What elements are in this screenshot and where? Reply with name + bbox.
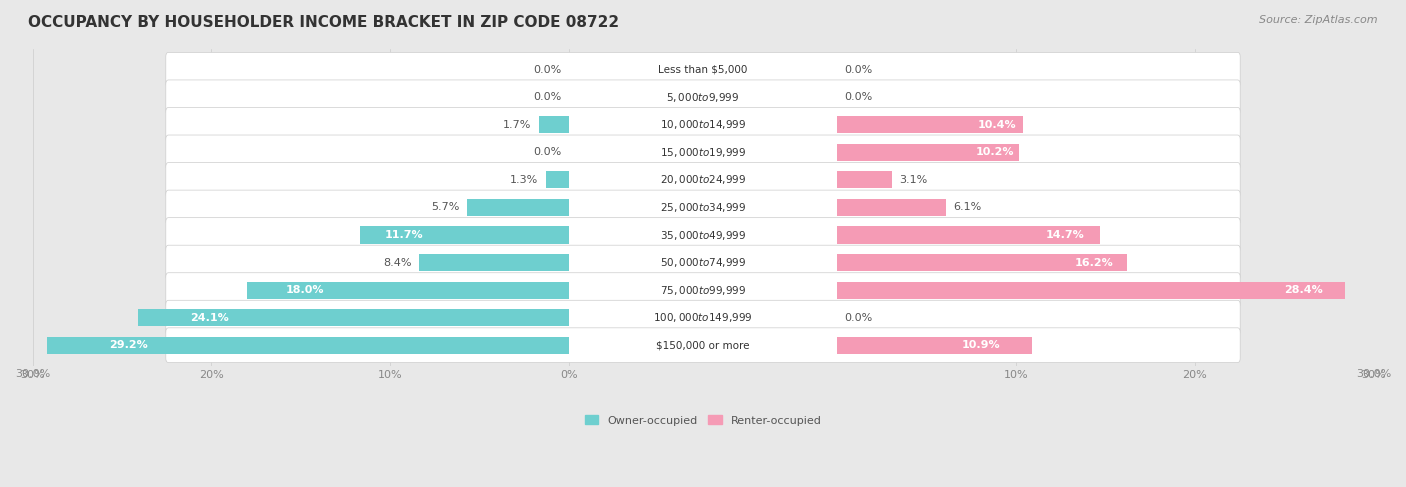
FancyBboxPatch shape	[166, 80, 1240, 114]
Text: $100,000 to $149,999: $100,000 to $149,999	[654, 311, 752, 324]
FancyBboxPatch shape	[166, 53, 1240, 87]
Text: 3.1%: 3.1%	[900, 175, 928, 185]
Text: $150,000 or more: $150,000 or more	[657, 340, 749, 350]
Text: 0.0%: 0.0%	[844, 313, 873, 322]
Text: 30.0%: 30.0%	[15, 370, 51, 379]
Text: $75,000 to $99,999: $75,000 to $99,999	[659, 283, 747, 297]
Text: 10.9%: 10.9%	[962, 340, 1001, 350]
Bar	[419, 254, 569, 271]
Text: 14.7%: 14.7%	[1045, 230, 1084, 240]
Text: 5.7%: 5.7%	[432, 203, 460, 212]
Text: 1.7%: 1.7%	[503, 120, 531, 130]
Bar	[46, 337, 569, 354]
Bar	[467, 199, 569, 216]
Text: 0.0%: 0.0%	[533, 93, 562, 102]
FancyBboxPatch shape	[166, 273, 1240, 307]
Bar	[837, 254, 1126, 271]
Text: $35,000 to $49,999: $35,000 to $49,999	[659, 228, 747, 242]
Text: 0.0%: 0.0%	[533, 65, 562, 75]
Bar	[546, 171, 569, 188]
FancyBboxPatch shape	[166, 108, 1240, 142]
Text: 0.0%: 0.0%	[533, 148, 562, 157]
FancyBboxPatch shape	[166, 245, 1240, 280]
FancyBboxPatch shape	[166, 190, 1240, 225]
FancyBboxPatch shape	[166, 135, 1240, 170]
Text: $50,000 to $74,999: $50,000 to $74,999	[659, 256, 747, 269]
Text: Less than $5,000: Less than $5,000	[658, 65, 748, 75]
Bar	[837, 116, 1024, 133]
Bar	[837, 199, 946, 216]
Text: 0.0%: 0.0%	[844, 93, 873, 102]
FancyBboxPatch shape	[166, 163, 1240, 197]
Text: 8.4%: 8.4%	[382, 258, 412, 267]
Text: 11.7%: 11.7%	[385, 230, 423, 240]
Text: 30.0%: 30.0%	[1355, 370, 1391, 379]
Bar	[837, 281, 1344, 299]
Legend: Owner-occupied, Renter-occupied: Owner-occupied, Renter-occupied	[581, 411, 825, 430]
FancyBboxPatch shape	[166, 328, 1240, 362]
Bar	[837, 337, 1032, 354]
Text: 6.1%: 6.1%	[953, 203, 981, 212]
Text: 10.4%: 10.4%	[977, 120, 1017, 130]
Text: OCCUPANCY BY HOUSEHOLDER INCOME BRACKET IN ZIP CODE 08722: OCCUPANCY BY HOUSEHOLDER INCOME BRACKET …	[28, 15, 619, 30]
Bar	[837, 226, 1099, 244]
Text: 28.4%: 28.4%	[1285, 285, 1323, 295]
Text: 29.2%: 29.2%	[110, 340, 148, 350]
FancyBboxPatch shape	[166, 300, 1240, 335]
Text: $20,000 to $24,999: $20,000 to $24,999	[659, 173, 747, 187]
Bar	[138, 309, 569, 326]
Text: $10,000 to $14,999: $10,000 to $14,999	[659, 118, 747, 131]
Bar	[247, 281, 569, 299]
Text: 24.1%: 24.1%	[190, 313, 229, 322]
Text: 18.0%: 18.0%	[285, 285, 325, 295]
Bar	[538, 116, 569, 133]
Text: $5,000 to $9,999: $5,000 to $9,999	[666, 91, 740, 104]
Text: 10.2%: 10.2%	[976, 148, 1014, 157]
FancyBboxPatch shape	[166, 218, 1240, 252]
Bar	[360, 226, 569, 244]
Text: $15,000 to $19,999: $15,000 to $19,999	[659, 146, 747, 159]
Bar	[837, 171, 893, 188]
Text: $25,000 to $34,999: $25,000 to $34,999	[659, 201, 747, 214]
Text: 1.3%: 1.3%	[510, 175, 538, 185]
Text: 0.0%: 0.0%	[844, 65, 873, 75]
Bar	[837, 144, 1019, 161]
Text: Source: ZipAtlas.com: Source: ZipAtlas.com	[1260, 15, 1378, 25]
Text: 16.2%: 16.2%	[1076, 258, 1114, 267]
